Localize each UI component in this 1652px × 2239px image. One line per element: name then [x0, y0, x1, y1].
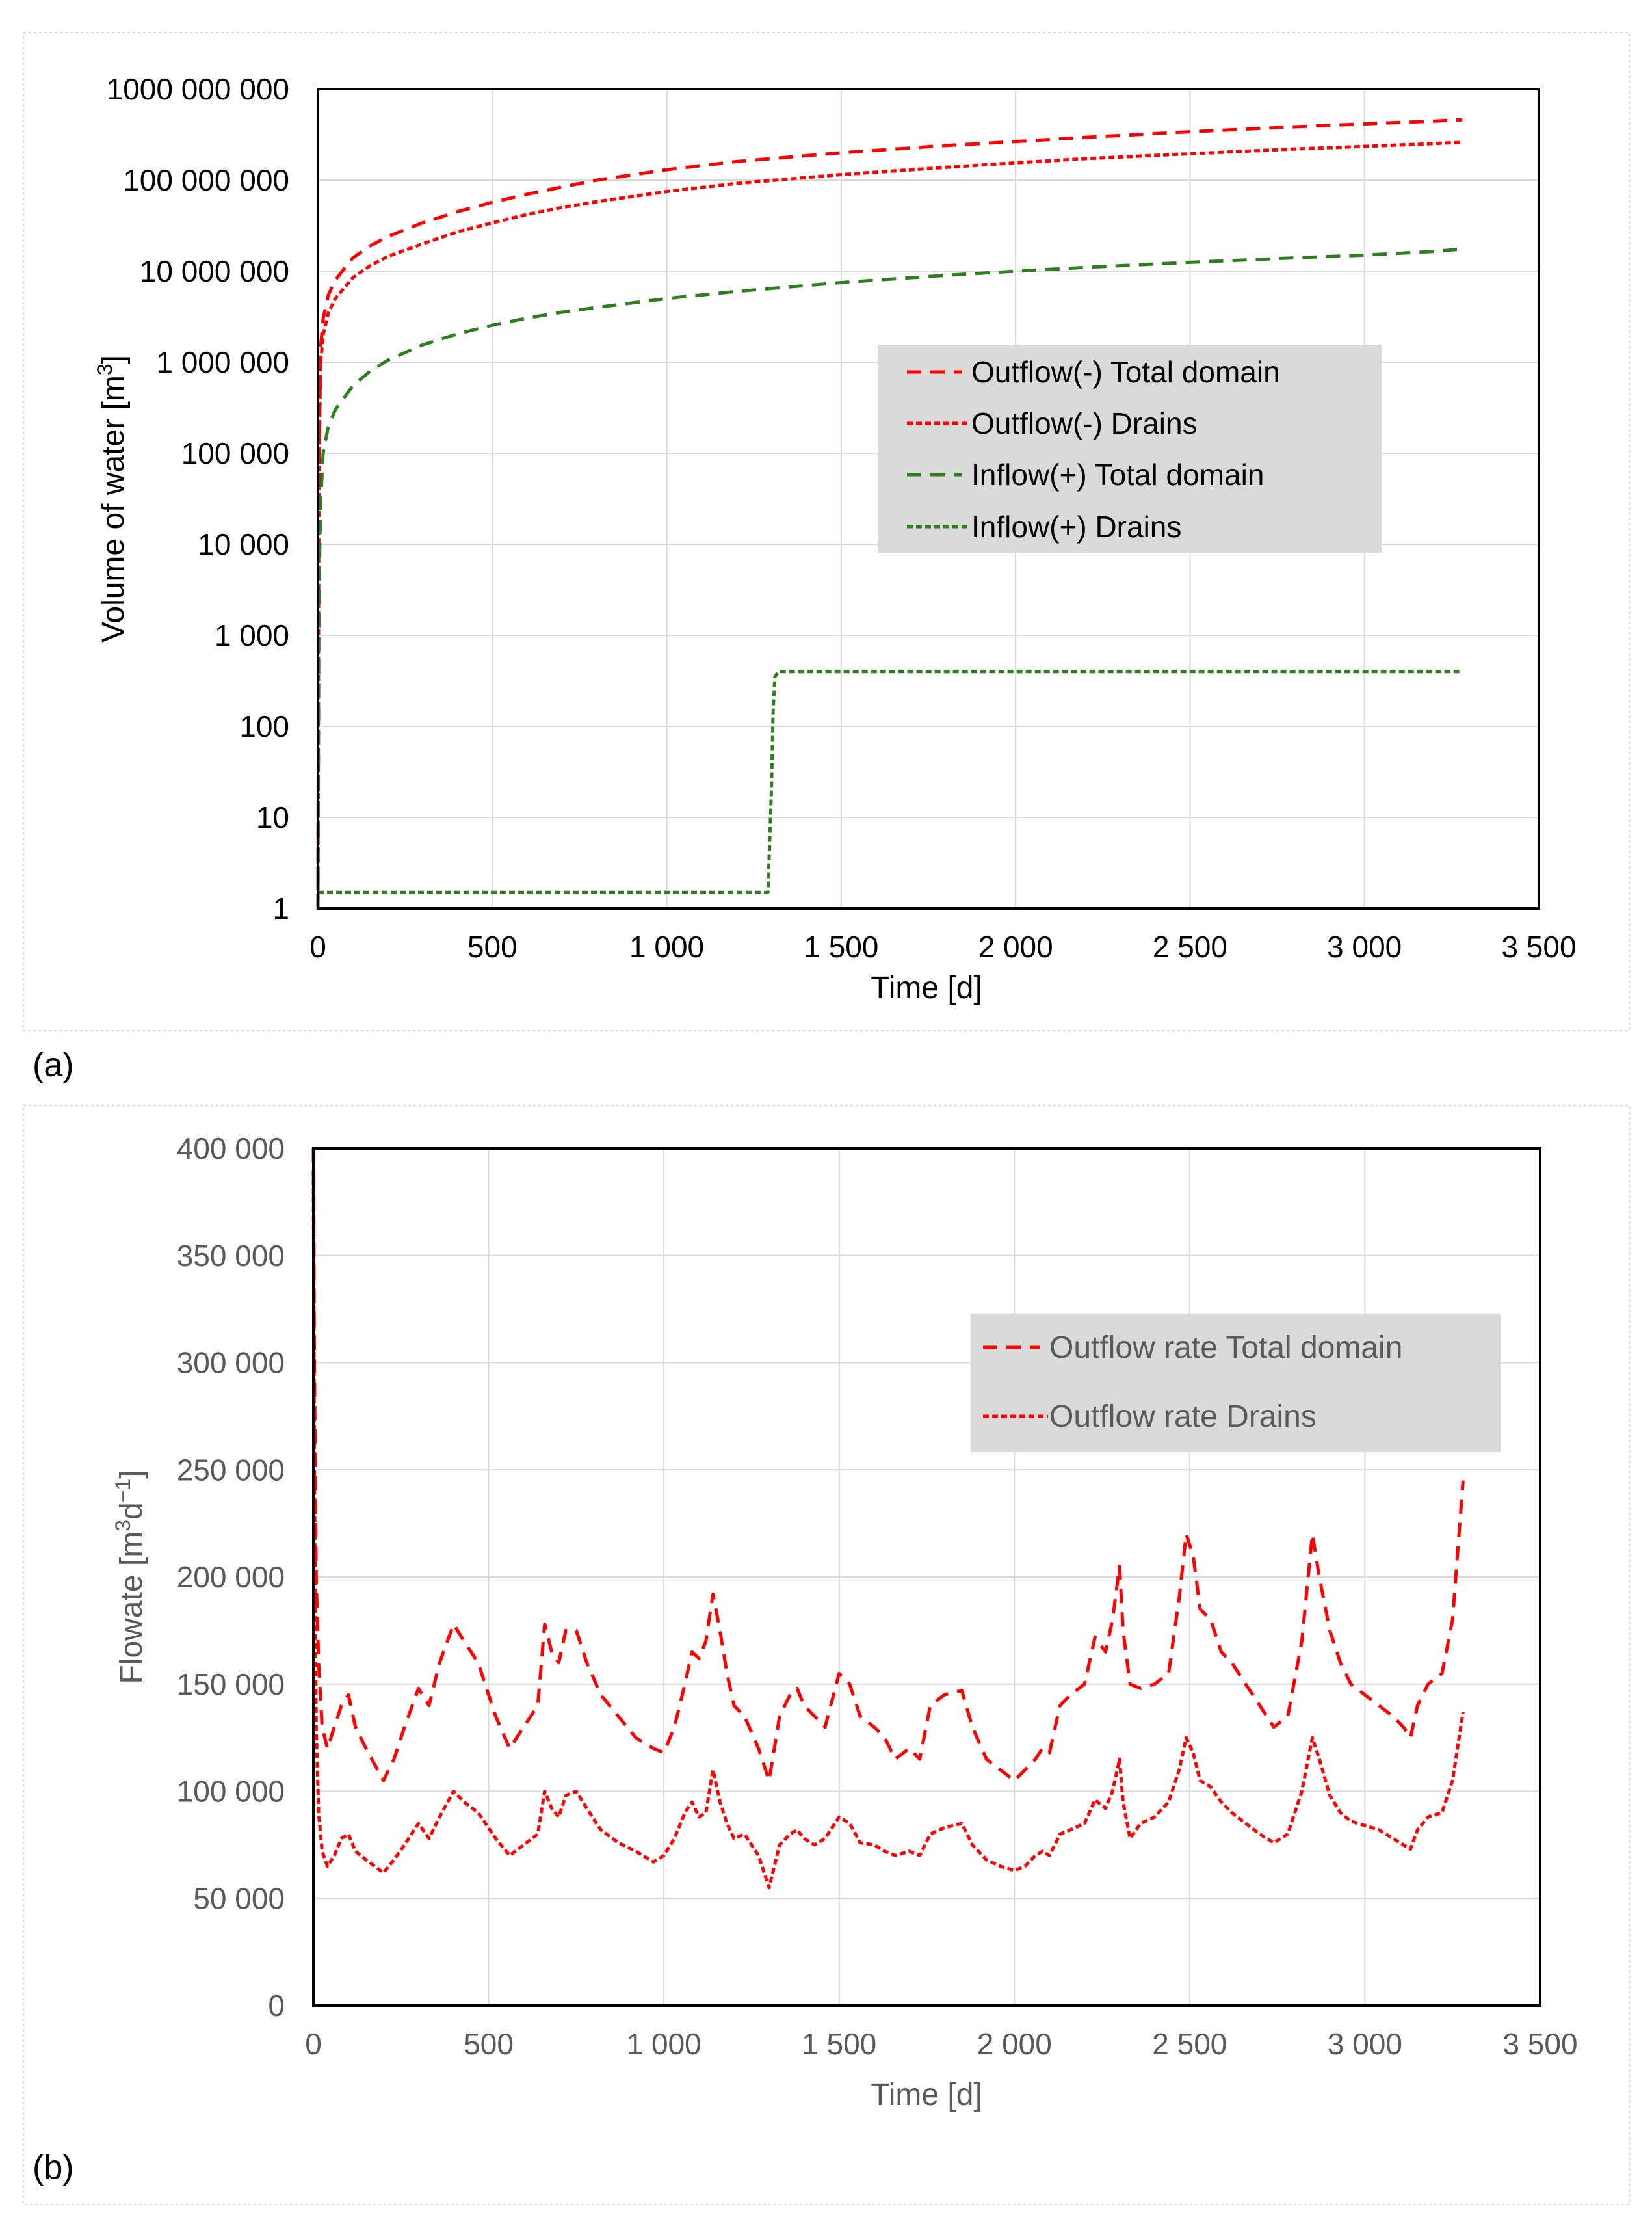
chart-b-y-tick-label: 400 000 [177, 1132, 285, 1165]
chart-a-x-tick-label: 3 500 [1501, 930, 1576, 964]
chart-a-y-tick-label: 100 000 [181, 436, 289, 470]
chart-a-x-tick-label: 2 500 [1153, 930, 1227, 964]
chart-a-x-tick-labels: 0 500 1 000 1 500 2 000 2 500 3 000 3 500 [309, 930, 1576, 964]
chart-a-x-tick-label: 3 000 [1327, 930, 1402, 964]
legend-a-label-outflow-total: Outflow(-) Total domain [971, 355, 1280, 389]
chart-a-x-tick-label: 0 [309, 930, 326, 964]
chart-b-series-line-1 [311, 1169, 1465, 1890]
chart-b-y-axis-label-mid: d [114, 1502, 149, 1520]
chart-a-x-tick-label: 2 000 [978, 930, 1053, 964]
panel-b-label: (b) [33, 2149, 74, 2186]
chart-b-x-tick-label: 2 500 [1152, 2027, 1227, 2061]
chart-b-y-tick-labels: 0 50 000 100 000 150 000 200 000 250 000 300 0… [177, 1132, 285, 2022]
chart-a-y-tick-label: 1 [272, 892, 289, 925]
chart-b-x-tick-label: 500 [464, 2027, 514, 2061]
chart-b-y-tick-label: 200 000 [177, 1560, 285, 1594]
chart-b-series-line-0 [311, 1148, 1465, 1782]
chart-b-legend-box [971, 1314, 1501, 1452]
chart-a-x-tick-label: 1 500 [804, 930, 878, 964]
chart-a-series-line-2 [316, 247, 1463, 909]
chart-b-x-tick-label: 1 500 [802, 2027, 876, 2061]
chart-b-y-tick-label: 300 000 [177, 1346, 285, 1380]
legend-b-label-drains: Outflow rate Drains [1049, 1399, 1317, 1434]
chart-a-y-tick-label: 100 [239, 709, 289, 743]
chart-a-series-line-3 [318, 670, 1462, 894]
chart-a-y-tick-labels: 1 10 100 1 000 10 000 100 000 1 000 000 10 000 … [107, 72, 289, 925]
panel-a-label: (a) [33, 1046, 74, 1084]
chart-a-series [316, 118, 1463, 909]
chart-a-y-axis-label: Volume of water [m3] [93, 355, 131, 643]
chart-b-y-axis-label-sup1: 3 [111, 1520, 135, 1531]
panel-b-frame [23, 1105, 1630, 2205]
chart-b-x-axis-label: Time [d] [871, 2078, 982, 2112]
chart-a: 1 10 100 1 000 10 000 100 000 1 000 000 10 000 … [33, 72, 1577, 1084]
chart-a-x-tick-label: 1 000 [629, 930, 704, 964]
chart-a-y-axis-label-end: ] [96, 355, 131, 364]
chart-a-series-line-0 [316, 118, 1463, 909]
chart-b: 0 50 000 100 000 150 000 200 000 250 000 300 0… [33, 1132, 1578, 2186]
chart-a-legend: Outflow(-) Total domain Outflow(-) Drain… [878, 345, 1382, 553]
chart-b-series [311, 1148, 1465, 1890]
chart-b-y-axis-label-main: Flowate [m [114, 1531, 149, 1684]
chart-a-y-tick-label: 1 000 000 [156, 345, 289, 379]
chart-b-y-tick-label: 150 000 [177, 1667, 285, 1701]
chart-a-y-axis-label-sup: 3 [93, 364, 116, 375]
chart-a-legend-box [878, 345, 1382, 553]
chart-b-x-tick-label: 0 [305, 2027, 322, 2061]
chart-b-x-tick-label: 3 500 [1502, 2027, 1577, 2061]
chart-a-y-tick-label: 10 000 [198, 527, 289, 561]
legend-a-label-outflow-drains: Outflow(-) Drains [971, 406, 1198, 440]
chart-b-legend: Outflow rate Total domain Outflow rate D… [971, 1314, 1501, 1452]
chart-b-y-axis-label-sup2: −1 [111, 1479, 135, 1502]
chart-b-plot-frame [312, 1147, 1541, 2007]
chart-a-y-tick-label: 100 000 000 [123, 163, 289, 197]
chart-a-series-line-1 [316, 140, 1463, 909]
chart-b-y-tick-label: 0 [268, 1989, 285, 2022]
chart-b-y-tick-label: 50 000 [193, 1881, 285, 1915]
legend-a-label-inflow-drains: Inflow(+) Drains [971, 510, 1181, 544]
chart-a-y-tick-label: 10 [256, 801, 289, 834]
chart-a-plot-frame [317, 88, 1540, 910]
legend-b-label-total: Outflow rate Total domain [1049, 1331, 1402, 1365]
chart-a-x-tick-label: 500 [467, 930, 518, 964]
legend-a-label-inflow-total: Inflow(+) Total domain [971, 458, 1264, 492]
chart-b-y-tick-label: 350 000 [177, 1239, 285, 1273]
chart-b-y-axis-label: Flowate [m3d−1] [111, 1470, 149, 1684]
chart-a-y-tick-label: 1000 000 000 [107, 72, 289, 106]
chart-b-y-axis-label-end: ] [114, 1470, 149, 1478]
chart-b-y-tick-label: 100 000 [177, 1775, 285, 1808]
chart-b-x-tick-label: 1 000 [627, 2027, 701, 2061]
chart-b-y-tick-label: 250 000 [177, 1453, 285, 1487]
chart-b-x-tick-label: 3 000 [1328, 2027, 1402, 2061]
chart-b-x-tick-labels: 0 500 1 000 1 500 2 000 2 500 3 000 3 500 [305, 2027, 1577, 2061]
chart-a-y-axis-label-main: Volume of water [m [96, 375, 131, 643]
chart-b-x-tick-label: 2 000 [977, 2027, 1052, 2061]
chart-a-y-tick-label: 1 000 [215, 618, 289, 652]
chart-a-y-tick-label: 10 000 000 [140, 254, 289, 288]
chart-a-x-axis-label: Time [d] [871, 971, 982, 1005]
